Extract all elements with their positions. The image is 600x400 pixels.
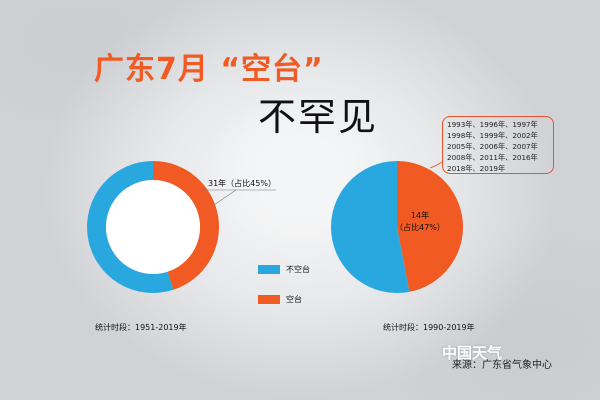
years-line: 2008年、2011年、2016年 bbox=[447, 153, 538, 162]
years-line: 1993年、1996年、1997年 bbox=[447, 120, 538, 129]
logo-wordmark: 中国天气 bbox=[442, 344, 503, 362]
years-callout-pointer bbox=[429, 161, 443, 169]
pie-period-label: 统计时段：1990-2019年 bbox=[383, 323, 475, 332]
donut-callout-line bbox=[213, 189, 237, 206]
legend-label-no-typhoon: 不空台 bbox=[286, 265, 310, 274]
pie-slice-no-typhoon bbox=[331, 161, 410, 293]
legend-swatch-no-typhoon bbox=[258, 265, 280, 274]
years-list-box: 1993年、1996年、1997年 1998年、1999年、2002年 2005… bbox=[442, 116, 554, 174]
years-line: 2018年、2019年 bbox=[447, 164, 506, 173]
donut-period-label: 统计时段：1951-2019年 bbox=[95, 323, 187, 332]
donut-hole bbox=[106, 180, 200, 274]
legend-item-typhoon: 空台 bbox=[258, 294, 302, 305]
title-line-2: 不罕见 bbox=[258, 95, 379, 139]
legend-label-typhoon: 空台 bbox=[286, 295, 302, 304]
pie-slice-typhoon bbox=[153, 161, 220, 290]
legend-item-no-typhoon: 不空台 bbox=[258, 264, 310, 275]
years-line: 2005年、2006年、2007年 bbox=[447, 142, 538, 151]
donut-annotation: 31年（占比45%） bbox=[208, 178, 276, 188]
pie-chart-1990-2019 bbox=[331, 161, 464, 293]
pie-annotation-count: 14年 bbox=[411, 210, 429, 220]
title-line-1: 广东7月 “空台” bbox=[94, 52, 324, 87]
pie-slice-no-typhoon bbox=[87, 161, 174, 293]
years-line: 1998年、1999年、2002年 bbox=[447, 131, 538, 140]
legend-swatch-typhoon bbox=[258, 295, 280, 304]
source-credit: 来源：广东省气象中心 bbox=[452, 360, 552, 371]
donut-chart-1951-2019 bbox=[87, 161, 220, 293]
pie-annotation-share: （占比47%） bbox=[395, 222, 445, 232]
pie-slice-typhoon bbox=[397, 161, 464, 292]
